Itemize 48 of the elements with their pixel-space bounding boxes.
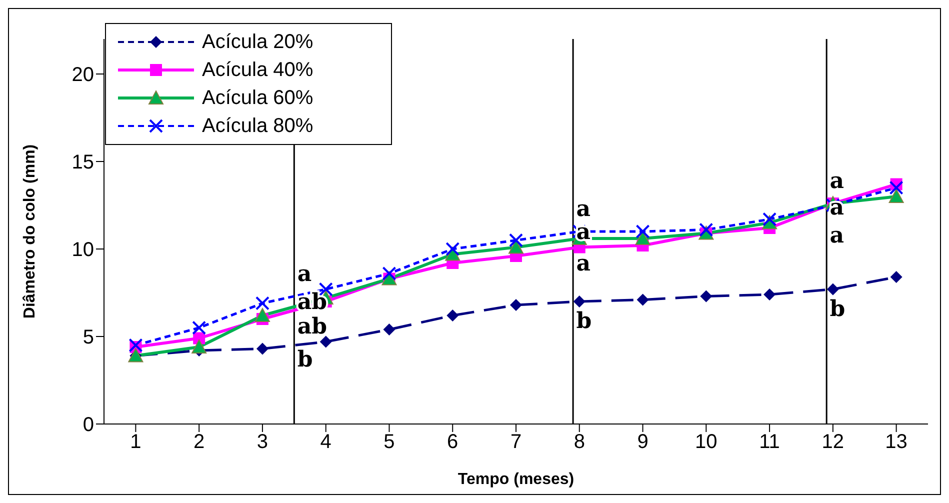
point [508, 240, 524, 254]
annotation: b [576, 308, 592, 334]
x-tick-label: 13 [885, 431, 908, 454]
legend-label: Acícula 20% [202, 30, 314, 54]
point [890, 271, 902, 283]
y-tick-label: 15 [72, 152, 94, 174]
x-tick-label: 10 [695, 431, 718, 454]
point [636, 294, 649, 306]
legend-label: Acícula 60% [202, 86, 314, 110]
x-tick-label: 3 [256, 431, 268, 454]
x-axis-title: Tempo (meses) [458, 471, 574, 488]
x-tick-label: 9 [637, 431, 648, 454]
annotation: a [576, 250, 590, 276]
legend-label: Acícula 80% [202, 114, 314, 138]
annotation: ab [297, 313, 327, 340]
x-tick-label: 11 [759, 431, 780, 454]
point [446, 310, 459, 322]
x-tick-label: 8 [574, 431, 585, 454]
annotation: ab [297, 288, 327, 315]
point [320, 336, 332, 348]
x-tick-label: 6 [447, 431, 458, 454]
point [573, 296, 586, 308]
x-tick-label: 2 [194, 431, 205, 454]
point [700, 290, 712, 302]
point [826, 283, 839, 296]
point [256, 342, 268, 355]
y-tick-label: 10 [72, 239, 94, 262]
y-axis-title: Diâmetro do colo (mm) [22, 144, 39, 319]
y-tick-label: 5 [82, 326, 94, 349]
point [888, 189, 904, 203]
point [510, 299, 522, 311]
annotation: b [297, 346, 313, 373]
point [383, 324, 396, 336]
x-tick-label: 1 [130, 431, 142, 454]
legend-label: Acícula 40% [202, 58, 314, 82]
annotation: b [830, 296, 846, 322]
annotation: a [830, 222, 844, 248]
x-tick-label: 12 [822, 431, 844, 454]
x-tick-label: 5 [384, 431, 395, 454]
y-tick-label: 0 [82, 414, 94, 436]
point [764, 288, 776, 300]
x-tick-label: 4 [320, 431, 332, 454]
annotation: a [830, 168, 844, 194]
point [635, 231, 650, 245]
point [254, 308, 270, 322]
y-tick-label: 20 [72, 64, 94, 86]
x-tick-label: 7 [510, 431, 522, 454]
annotation: a [297, 260, 312, 287]
